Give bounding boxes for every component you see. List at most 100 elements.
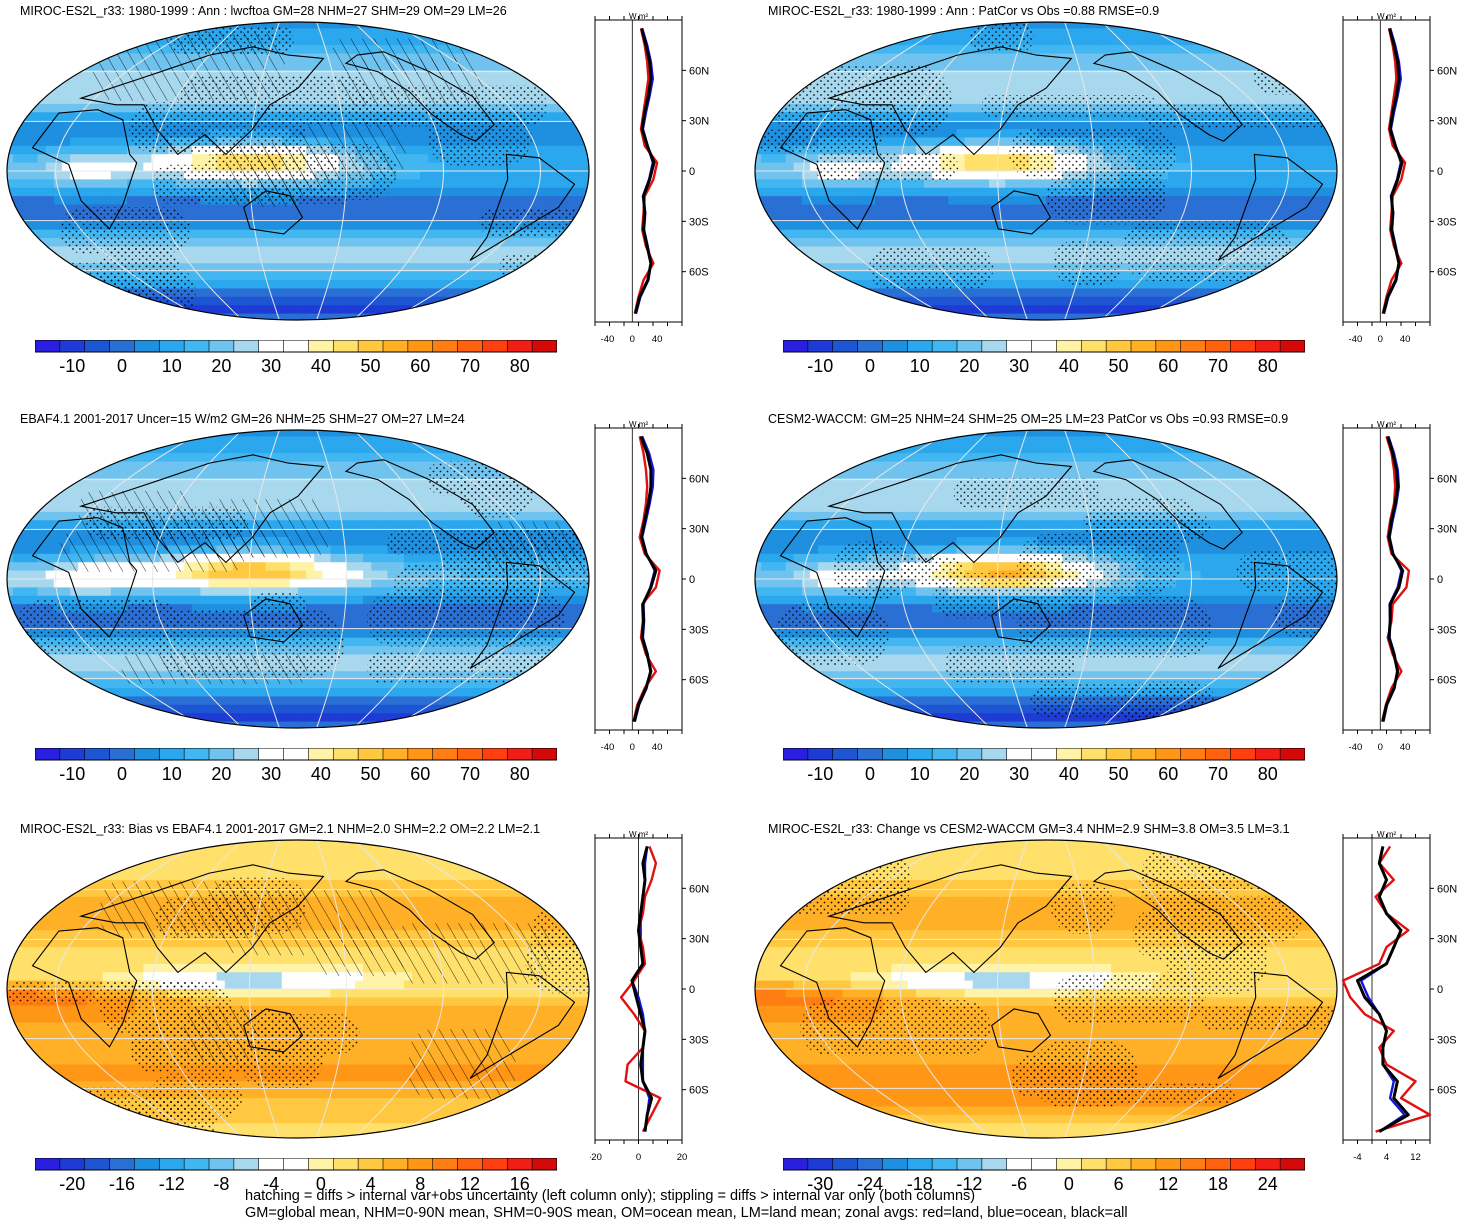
colorbar-swatch (1254, 340, 1281, 353)
colorbar: -30-24-18-12-60612182430 (783, 1158, 1305, 1194)
colorbar-swatch (1180, 748, 1207, 761)
zonal-lat-label: 30S (689, 216, 709, 228)
zonal-x-tick-label: 4 (1384, 1152, 1389, 1163)
zonal-x-tick-label: -40 (601, 742, 615, 753)
colorbar-swatch (332, 748, 359, 761)
colorbar-swatch (482, 340, 509, 353)
zonal-all-line (632, 435, 658, 722)
colorbar-swatch (134, 340, 161, 353)
colorbar-swatch (258, 1158, 285, 1171)
colorbar-swatch (109, 748, 136, 761)
colorbar-swatch (506, 1158, 533, 1171)
global-map (754, 839, 1338, 1139)
zonal-lat-label: 0 (1437, 574, 1443, 586)
colorbar-swatch (857, 1158, 884, 1171)
colorbar-label: 10 (910, 764, 930, 784)
coastlines (31, 46, 576, 261)
colorbar-swatch (158, 748, 185, 761)
zonal-frame (594, 19, 683, 323)
global-map (6, 21, 590, 321)
zonal-lat-label: 0 (689, 984, 695, 996)
colorbar-swatch (1155, 748, 1182, 761)
colorbar-swatch (1130, 340, 1157, 353)
colorbar-swatch (134, 1158, 161, 1171)
colorbar-swatch (506, 340, 533, 353)
colorbar-swatch (308, 340, 335, 353)
map-border (6, 429, 590, 729)
colorbar-swatch (407, 340, 434, 353)
colorbar-label: 40 (311, 764, 331, 784)
colorbar-swatch (158, 1158, 185, 1171)
colorbar-label: 20 (211, 356, 231, 376)
colorbar-label: 30 (1009, 764, 1029, 784)
global-map (6, 839, 590, 1139)
colorbar-swatch (1155, 1158, 1182, 1171)
coastlines (779, 454, 1324, 669)
colorbar-label: -18 (907, 1174, 933, 1194)
colorbar-label: 70 (1208, 764, 1228, 784)
colorbar-swatch (59, 340, 86, 353)
colorbar-swatch (807, 748, 834, 761)
panel-title: EBAF4.1 2001-2017 Uncer=15 W/m2 GM=26 NH… (20, 412, 465, 426)
zonal-lat-label: 60N (1437, 65, 1457, 77)
panel-title: MIROC-ES2L_r33: 1980-1999 : Ann : PatCor… (768, 4, 1160, 18)
colorbar-swatch (783, 748, 809, 761)
colorbar-label: 12 (460, 1174, 480, 1194)
colorbar-swatch (407, 1158, 434, 1171)
zonal-frame (594, 427, 683, 731)
colorbar-swatch (1230, 748, 1257, 761)
zonal-lat-label: 0 (1437, 166, 1443, 178)
colorbar-swatch (382, 1158, 409, 1171)
zonal-lat-label: 30N (1437, 116, 1457, 128)
zonal-land-line (1380, 436, 1411, 722)
colorbar-swatch (1205, 748, 1232, 761)
colorbar-label: 20 (211, 764, 231, 784)
zonal-x-tick-label: 20 (677, 1152, 688, 1163)
colorbar-label: 0 (316, 1174, 326, 1194)
colorbar-swatch (59, 748, 86, 761)
panel-title: MIROC-ES2L_r33: 1980-1999 : Ann : lwcfto… (20, 4, 507, 18)
zonal-x-tick-label: 40 (1400, 742, 1411, 753)
colorbar-swatch (1279, 340, 1305, 353)
colorbar-swatch (956, 340, 983, 353)
colorbar-swatch (1130, 1158, 1157, 1171)
zonal-x-tick-label: 40 (652, 742, 663, 753)
zonal-land-line (1341, 845, 1432, 1133)
colorbar-swatch (1080, 748, 1107, 761)
colorbar-swatch (208, 748, 235, 761)
colorbar-label: 50 (361, 764, 381, 784)
colorbar-swatch (183, 340, 210, 353)
colorbar-label: 0 (865, 764, 875, 784)
colorbar-swatch (832, 748, 859, 761)
zonal-x-tick-label: 0 (630, 742, 635, 753)
zonal-lat-label: 60N (689, 65, 709, 77)
zonal-lat-label: 60S (1437, 1085, 1457, 1097)
colorbar-label: 50 (361, 356, 381, 376)
colorbar-swatch (531, 1158, 557, 1171)
colorbar-swatch (158, 340, 185, 353)
zonal-lat-label: 60S (1437, 675, 1457, 687)
colorbar-swatch (981, 1158, 1008, 1171)
colorbar-swatch (308, 1158, 335, 1171)
zonal-frame (1342, 837, 1431, 1141)
colorbar-swatch (208, 340, 235, 353)
zonal-lat-label: 30S (1437, 624, 1457, 636)
zonal-lat-label: 60N (1437, 883, 1457, 895)
colorbar-swatch (981, 748, 1008, 761)
colorbar-label: 40 (311, 356, 331, 376)
map-border (754, 839, 1338, 1139)
colorbar-label: 10 (910, 356, 930, 376)
colorbar-swatch (35, 340, 61, 353)
zonal-all-line (1381, 28, 1404, 314)
colorbar-swatch (1205, 340, 1232, 353)
colorbar: -100102030405060708090 (783, 340, 1305, 376)
footer-line-1: hatching = diffs > internal var+obs unce… (245, 1188, 976, 1204)
zonal-lat-label: 30S (689, 1034, 709, 1046)
colorbar-label: -10 (807, 764, 833, 784)
colorbar-swatch (332, 340, 359, 353)
zonal-lat-label: 30S (1437, 1034, 1457, 1046)
global-map (754, 429, 1338, 729)
colorbar-swatch (1056, 1158, 1083, 1171)
colorbar-swatch (1056, 748, 1083, 761)
